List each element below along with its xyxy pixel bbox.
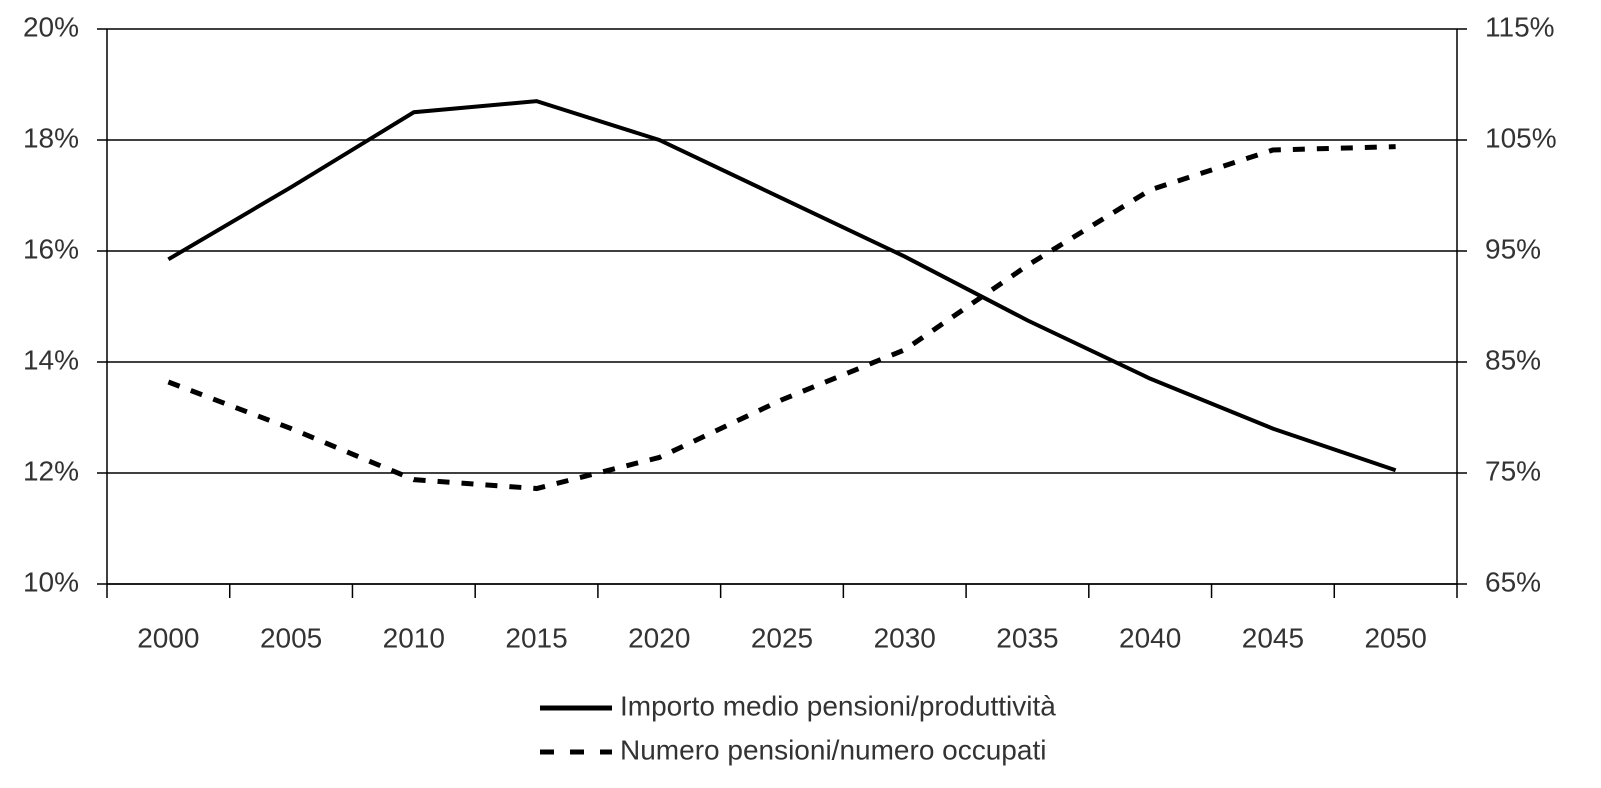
x-tick-label: 2030	[874, 622, 936, 653]
y-tick-label: 20%	[23, 11, 79, 42]
legend-label: Importo medio pensioni/produttività	[620, 690, 1056, 721]
y-tick-label: 18%	[23, 122, 79, 153]
series-line	[167, 99, 1397, 473]
y2-tick-label: 95%	[1485, 233, 1541, 264]
y-tick-label: 10%	[23, 566, 79, 597]
x-tick-label: 2035	[996, 622, 1058, 653]
legend-label: Numero pensioni/numero occupati	[620, 734, 1046, 765]
x-tick-label: 2045	[1242, 622, 1304, 653]
y2-tick-label: 85%	[1485, 344, 1541, 375]
y2-tick-label: 105%	[1485, 122, 1557, 153]
x-tick-label: 2010	[383, 622, 445, 653]
x-tick-label: 2020	[628, 622, 690, 653]
x-tick-label: 2000	[137, 622, 199, 653]
y-tick-label: 16%	[23, 233, 79, 264]
x-tick-label: 2050	[1364, 622, 1426, 653]
y-tick-label: 14%	[23, 344, 79, 375]
y2-tick-label: 65%	[1485, 566, 1541, 597]
x-tick-label: 2015	[505, 622, 567, 653]
x-tick-label: 2040	[1119, 622, 1181, 653]
x-tick-label: 2005	[260, 622, 322, 653]
y2-tick-label: 115%	[1485, 11, 1555, 42]
series-line	[167, 144, 1396, 492]
y-tick-label: 12%	[23, 455, 79, 486]
x-tick-label: 2025	[751, 622, 813, 653]
y2-tick-label: 75%	[1485, 455, 1541, 486]
